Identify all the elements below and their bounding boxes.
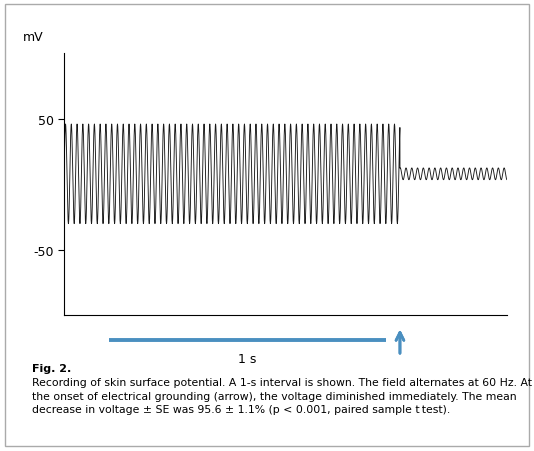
- Text: 1 s: 1 s: [238, 352, 257, 365]
- Text: Fig. 2.: Fig. 2.: [32, 363, 72, 373]
- Text: Recording of skin surface potential. A 1-s interval is shown. The field alternat: Recording of skin surface potential. A 1…: [32, 377, 532, 414]
- Y-axis label: mV: mV: [23, 31, 43, 44]
